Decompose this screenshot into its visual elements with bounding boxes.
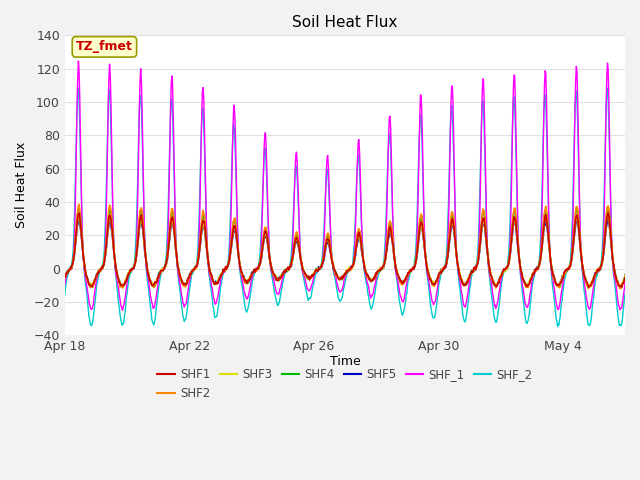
Text: TZ_fmet: TZ_fmet	[76, 40, 133, 53]
Y-axis label: Soil Heat Flux: Soil Heat Flux	[15, 142, 28, 228]
X-axis label: Time: Time	[330, 355, 360, 368]
Title: Soil Heat Flux: Soil Heat Flux	[292, 15, 397, 30]
Legend: SHF1, SHF2, SHF3, SHF4, SHF5, SHF_1, SHF_2: SHF1, SHF2, SHF3, SHF4, SHF5, SHF_1, SHF…	[153, 363, 537, 404]
